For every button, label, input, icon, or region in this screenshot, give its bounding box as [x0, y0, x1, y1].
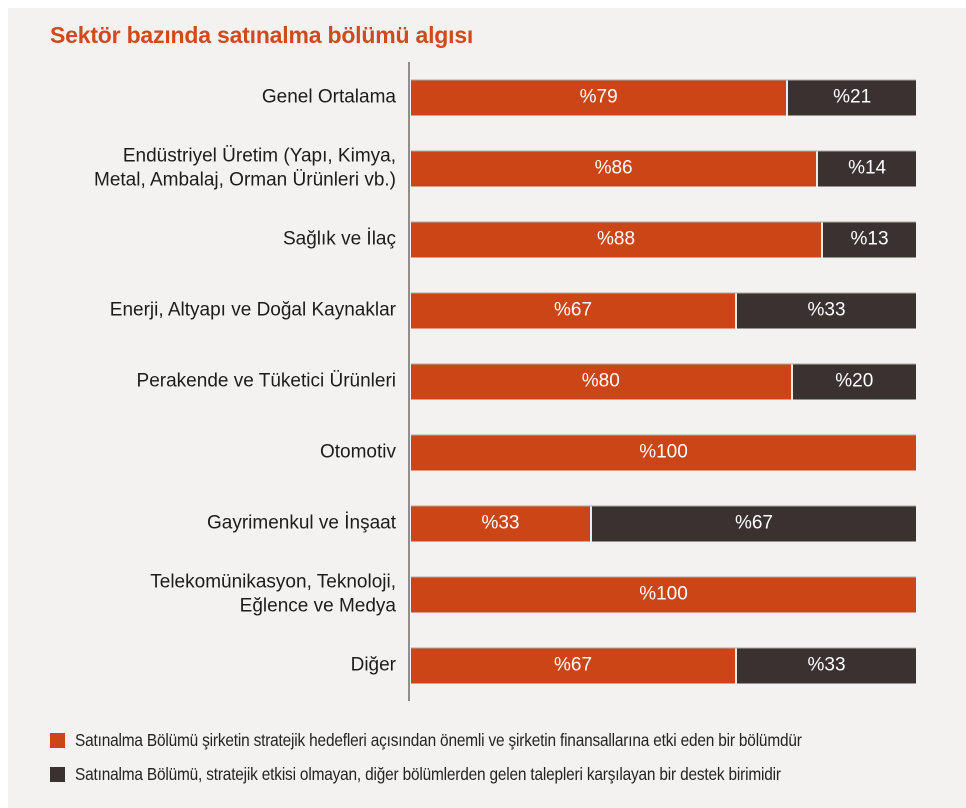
bar-segment-primary: %100 — [411, 577, 916, 612]
bar-segment-primary: %80 — [411, 364, 791, 399]
bar-value-label: %13 — [850, 228, 889, 250]
bar-segment-primary: %88 — [411, 222, 822, 257]
bar-track: %100 — [411, 577, 916, 612]
bar-value-label: %33 — [807, 299, 846, 321]
legend-item-primary: Satınalma Bölümü şirketin stratejik hede… — [50, 730, 946, 751]
legend-swatch-primary-icon — [50, 733, 65, 748]
bar-segment-primary: %67 — [411, 293, 736, 328]
bar-segment-primary: %79 — [411, 80, 787, 115]
legend-swatch-secondary-icon — [50, 767, 65, 782]
bar-segment-primary: %67 — [411, 648, 736, 683]
chart-row: Endüstriyel Üretim (Yapı, Kimya, Metal, … — [8, 133, 966, 204]
stacked-bar-chart: Genel Ortalama %79 %21 Endüstriyel Üretim (… — [8, 62, 966, 701]
chart-row: Gayrimenkul ve İnşaat %33 %67 — [8, 488, 966, 559]
bar-value-label: %67 — [554, 299, 593, 321]
bar-value-label: %20 — [835, 370, 874, 392]
bar-value-label: %100 — [639, 441, 688, 463]
chart-row: Diğer %67 %33 — [8, 630, 966, 701]
bar-value-label: %80 — [581, 370, 620, 392]
category-label: Genel Ortalama — [261, 86, 396, 108]
bar-segment-primary: %86 — [411, 151, 817, 186]
category-label: Enerji, Altyapı ve Doğal Kaynaklar — [109, 299, 396, 321]
bar-value-label: %79 — [579, 86, 618, 108]
bar-value-label: %86 — [594, 157, 633, 179]
bar-value-label: %21 — [833, 86, 872, 108]
bar-track: %100 — [411, 435, 916, 470]
bar-track: %33 %67 — [411, 506, 916, 541]
bar-segment-secondary: %33 — [735, 648, 916, 683]
bar-track: %79 %21 — [411, 80, 916, 115]
bar-track: %80 %20 — [411, 364, 916, 399]
category-label: Gayrimenkul ve İnşaat — [206, 512, 396, 534]
bar-segment-secondary: %20 — [790, 364, 916, 399]
category-label: Telekomünikasyon, Teknoloji, Eğlence ve … — [150, 570, 396, 617]
legend-label-primary: Satınalma Bölümü şirketin stratejik hede… — [75, 730, 802, 750]
category-label: Perakende ve Tüketici Ürünleri — [136, 370, 396, 392]
bar-track: %67 %33 — [411, 648, 916, 683]
chart-rows: Genel Ortalama %79 %21 Endüstriyel Üretim (… — [8, 62, 966, 701]
bar-value-label: %67 — [554, 654, 593, 676]
chart-panel: Sektör bazında satınalma bölümü algısı G… — [8, 8, 966, 808]
bar-value-label: %100 — [639, 583, 688, 605]
bar-segment-secondary: %13 — [821, 222, 916, 257]
category-label: Sağlık ve İlaç — [283, 228, 396, 250]
chart-row: Enerji, Altyapı ve Doğal Kaynaklar %67 %33 — [8, 275, 966, 346]
bar-segment-secondary: %21 — [786, 80, 916, 115]
bar-value-label: %67 — [734, 512, 773, 534]
y-axis-line — [408, 62, 410, 701]
chart-row: Otomotiv %100 — [8, 417, 966, 488]
chart-row: Perakende ve Tüketici Ürünleri %80 %20 — [8, 346, 966, 417]
category-label: Endüstriyel Üretim (Yapı, Kimya, Metal, … — [94, 144, 396, 191]
category-label: Otomotiv — [319, 441, 396, 463]
bar-segment-secondary: %33 — [735, 293, 916, 328]
category-label: Diğer — [350, 654, 396, 676]
bar-value-label: %33 — [807, 654, 846, 676]
bar-track: %88 %13 — [411, 222, 916, 257]
legend-item-secondary: Satınalma Bölümü, stratejik etkisi olmay… — [50, 764, 946, 785]
legend: Satınalma Bölümü şirketin stratejik hede… — [50, 730, 946, 798]
bar-value-label: %88 — [596, 228, 636, 250]
bar-segment-primary: %100 — [411, 435, 916, 470]
bar-segment-primary: %33 — [411, 506, 590, 541]
chart-row: Telekomünikasyon, Teknoloji, Eğlence ve … — [8, 559, 966, 630]
bar-value-label: %33 — [481, 512, 520, 534]
legend-label-secondary: Satınalma Bölümü, stratejik etkisi olmay… — [75, 764, 781, 784]
bar-track: %67 %33 — [411, 293, 916, 328]
chart-row: Sağlık ve İlaç %88 %13 — [8, 204, 966, 275]
bar-segment-secondary: %67 — [589, 506, 916, 541]
bar-track: %86 %14 — [411, 151, 916, 186]
bar-value-label: %14 — [848, 157, 887, 179]
page-title: Sektör bazında satınalma bölümü algısı — [50, 22, 474, 48]
bar-segment-secondary: %14 — [816, 151, 916, 186]
chart-row: Genel Ortalama %79 %21 — [8, 62, 966, 133]
